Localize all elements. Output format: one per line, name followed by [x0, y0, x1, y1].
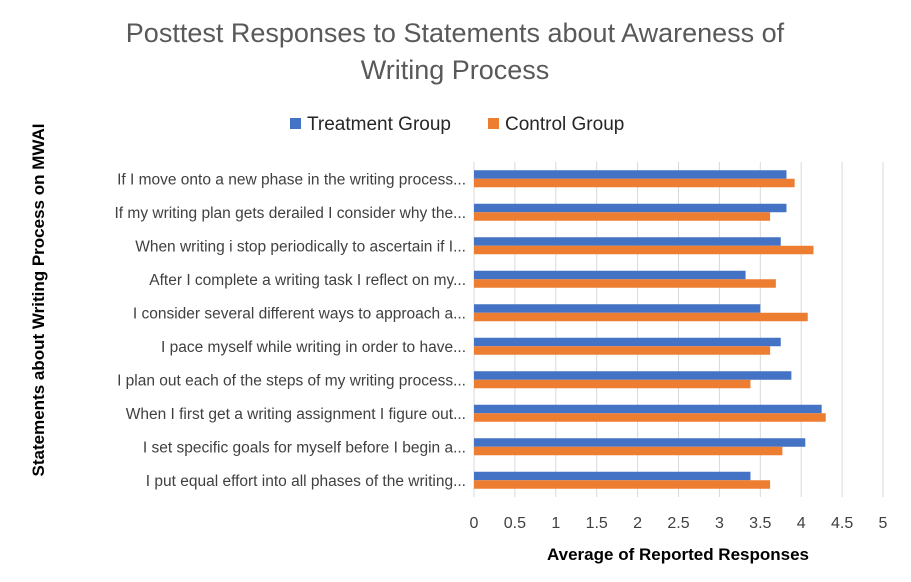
- bar-treatment: [474, 270, 746, 280]
- x-tick-label: 5: [879, 515, 888, 532]
- category-label: I pace myself while writing in order to …: [161, 339, 466, 356]
- bar-treatment: [474, 471, 751, 481]
- category-label: If my writing plan gets derailed I consi…: [115, 205, 467, 222]
- chart-title-line-2: Writing Process: [361, 55, 550, 85]
- bar-control: [474, 413, 826, 422]
- legend-label: Control Group: [505, 114, 624, 135]
- chart-title: Posttest Responses to Statements about A…: [126, 18, 785, 85]
- chart-title-line-1: Posttest Responses to Statements about A…: [126, 18, 785, 48]
- category-labels: If I move onto a new phase in the writin…: [115, 171, 467, 490]
- bar-control: [474, 279, 776, 288]
- legend-swatch: [290, 118, 301, 129]
- bar-control: [474, 245, 814, 255]
- bar-treatment: [474, 203, 787, 213]
- category-label: If I move onto a new phase in the writin…: [117, 171, 466, 188]
- x-tick-labels: 0 0.5 1 1.5 2 2.5 3 3.5 4 4.5 5: [470, 515, 888, 532]
- bar-control: [474, 312, 808, 322]
- x-tick-label: 3.5: [749, 515, 771, 532]
- category-label: When writing i stop periodically to asce…: [135, 238, 466, 255]
- category-label: I put equal effort into all phases of th…: [146, 473, 466, 490]
- bars: [474, 170, 826, 489]
- bar-treatment: [474, 438, 806, 447]
- x-tick-label: 2: [633, 515, 642, 532]
- bar-treatment: [474, 404, 822, 414]
- x-tick-label: 4: [797, 515, 806, 532]
- bar-control: [474, 446, 783, 456]
- bar-control: [474, 346, 771, 355]
- x-tick-label: 0.5: [504, 515, 526, 532]
- bar-control: [474, 212, 771, 221]
- category-label: I set specific goals for myself before I…: [143, 439, 466, 456]
- bar-treatment: [474, 371, 792, 380]
- category-label: I plan out each of the steps of my writi…: [117, 372, 466, 389]
- category-label: When I first get a writing assignment I …: [126, 406, 466, 423]
- bar-control: [474, 178, 795, 188]
- category-label: After I complete a writing task I reflec…: [149, 272, 466, 289]
- bar-control: [474, 480, 771, 489]
- x-tick-label: 1.5: [586, 515, 608, 532]
- bar-treatment: [474, 237, 781, 246]
- legend: Treatment Group Control Group: [290, 114, 624, 135]
- legend-label: Treatment Group: [307, 114, 451, 135]
- bar-treatment: [474, 337, 781, 347]
- x-tick-label: 3: [715, 515, 724, 532]
- legend-swatch: [488, 118, 499, 129]
- x-tick-label: 4.5: [831, 515, 853, 532]
- bar-treatment: [474, 170, 787, 179]
- bar-treatment: [474, 304, 761, 313]
- x-tick-label: 0: [470, 515, 479, 532]
- category-label: I consider several different ways to app…: [133, 305, 466, 322]
- y-axis-title: Statements about Writing Process on MWAI: [29, 124, 48, 477]
- x-tick-label: 1: [551, 515, 560, 532]
- x-axis-title: Average of Reported Responses: [547, 545, 809, 564]
- bar-control: [474, 379, 751, 389]
- x-tick-label: 2.5: [667, 515, 689, 532]
